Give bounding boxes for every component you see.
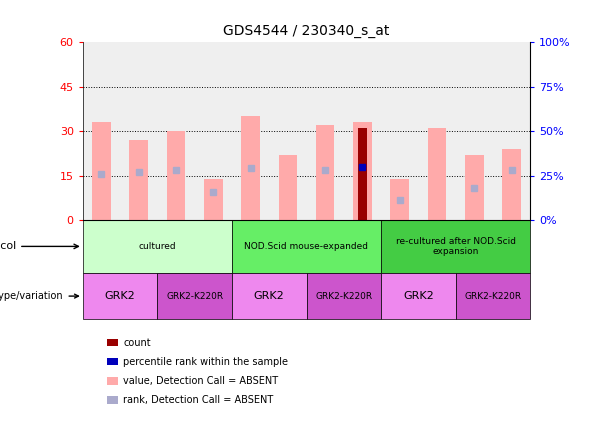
Bar [232,273,306,319]
Bar [269,42,306,220]
Bar [232,42,269,220]
Bar [455,273,530,319]
Bar [455,42,493,220]
Bar [502,149,521,220]
Text: percentile rank within the sample: percentile rank within the sample [123,357,288,367]
Bar [381,220,530,273]
Text: GRK2: GRK2 [254,291,284,301]
Bar [167,131,185,220]
Bar [381,42,419,220]
Text: GRK2: GRK2 [403,291,434,301]
Text: count: count [123,338,151,348]
Text: GRK2-K220R: GRK2-K220R [315,291,372,301]
Text: NOD.Scid mouse-expanded: NOD.Scid mouse-expanded [245,242,368,251]
Bar [158,42,195,220]
Bar [306,42,344,220]
Bar [419,42,455,220]
Bar [120,42,158,220]
Text: rank, Detection Call = ABSENT: rank, Detection Call = ABSENT [123,395,273,405]
Bar [344,42,381,220]
Bar [358,128,367,220]
Bar [83,42,120,220]
Bar [83,220,232,273]
Bar [428,128,446,220]
Text: genotype/variation: genotype/variation [0,291,78,301]
Text: value, Detection Call = ABSENT: value, Detection Call = ABSENT [123,376,278,386]
Bar [195,42,232,220]
Bar [381,273,455,319]
Bar [465,155,484,220]
Text: cultured: cultured [139,242,176,251]
Bar [242,116,260,220]
Text: re-cultured after NOD.Scid
expansion: re-cultured after NOD.Scid expansion [395,237,516,256]
Bar [158,273,232,319]
Bar [204,179,223,220]
Bar [232,220,381,273]
Text: GRK2-K220R: GRK2-K220R [166,291,223,301]
Bar [353,122,371,220]
Bar [129,140,148,220]
Bar [83,273,158,319]
Bar [390,179,409,220]
Bar [92,122,111,220]
Text: GRK2: GRK2 [105,291,135,301]
Bar [306,273,381,319]
Bar [316,125,335,220]
Text: protocol: protocol [0,242,78,251]
Title: GDS4544 / 230340_s_at: GDS4544 / 230340_s_at [223,25,390,38]
Bar [278,155,297,220]
Text: GRK2-K220R: GRK2-K220R [465,291,522,301]
Bar [493,42,530,220]
